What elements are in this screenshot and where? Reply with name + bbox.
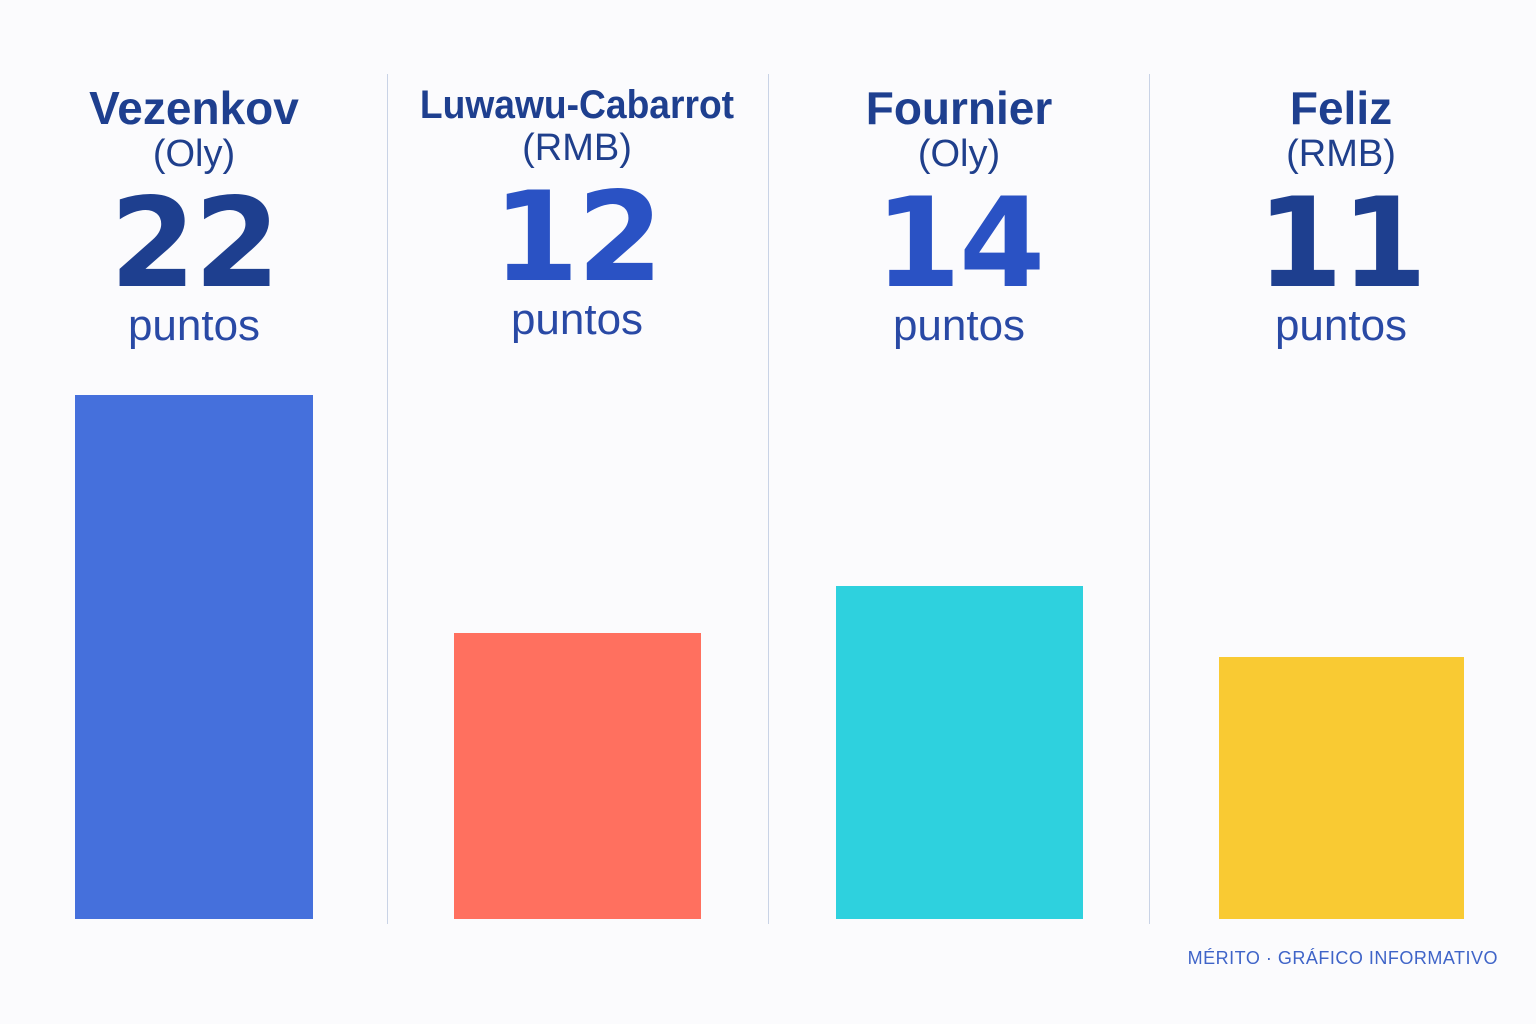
unit-label: puntos <box>1274 300 1408 350</box>
player-label-vezenkov: Vezenkov (Oly) 22 puntos <box>4 84 384 348</box>
player-label-feliz: Feliz (RMB) 11 puntos <box>1151 84 1531 348</box>
player-label-luwawu-cabarrot: Luwawu-Cabarrot (RMB) 12 puntos <box>387 84 767 342</box>
bar-vezenkov <box>75 395 313 919</box>
player-name: Vezenkov <box>89 82 299 134</box>
team-label: (Oly) <box>152 133 236 176</box>
team-label: (Oly) <box>917 133 1001 176</box>
column-divider <box>387 74 388 924</box>
column-divider <box>768 74 769 924</box>
bar-feliz <box>1218 657 1464 919</box>
data-label: 12 <box>492 165 664 310</box>
player-name: Feliz <box>1289 82 1393 134</box>
player-name: Fournier <box>865 82 1053 134</box>
team-label: (RMB) <box>522 127 632 169</box>
data-label: 11 <box>1256 171 1428 316</box>
bar-luwawu-cabarrot <box>453 633 701 919</box>
player-name: Luwawu-Cabarrot <box>419 83 735 127</box>
player-label-fournier: Fournier (Oly) 14 puntos <box>769 84 1149 348</box>
column-divider <box>1149 74 1150 924</box>
unit-label: puntos <box>510 294 644 344</box>
unit-label: puntos <box>892 300 1026 350</box>
unit-label: puntos <box>127 300 261 350</box>
footer-credit: MÉRITO · GRÁFICO INFORMATIVO <box>1187 948 1498 968</box>
data-label: 22 <box>109 171 281 316</box>
bar-fournier <box>835 585 1083 919</box>
team-label: (RMB) <box>1286 133 1396 176</box>
data-label: 14 <box>874 171 1046 316</box>
